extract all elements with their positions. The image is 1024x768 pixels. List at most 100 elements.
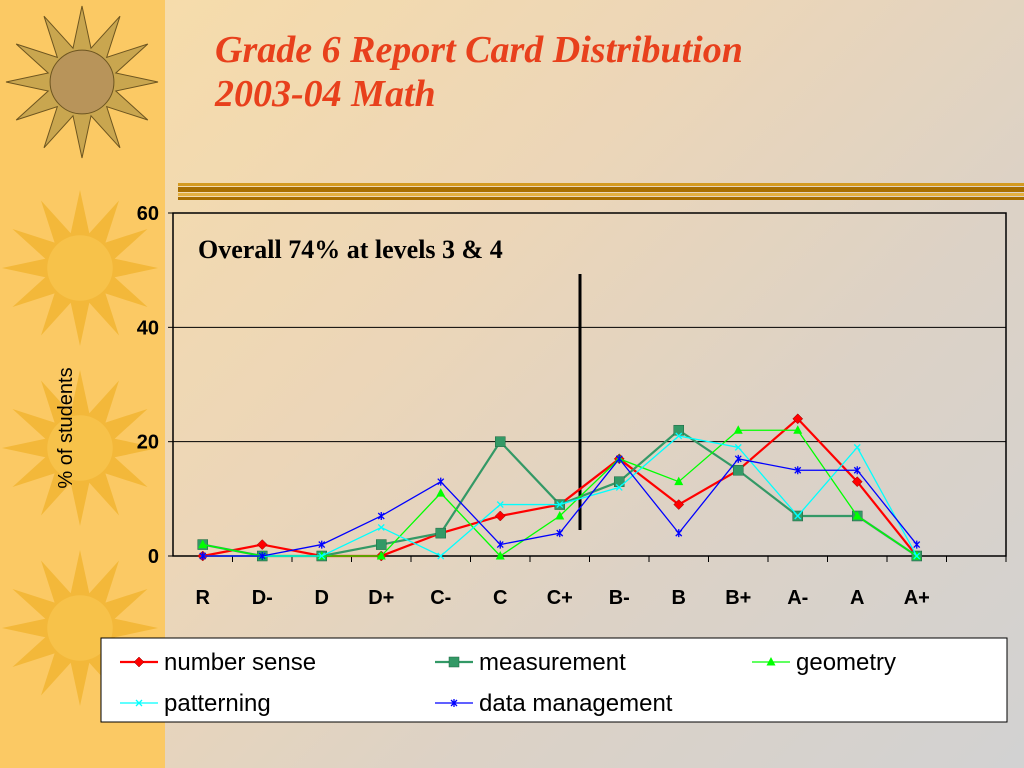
sun-center [49, 49, 115, 115]
data-point-measurement [673, 424, 684, 436]
data-point-data-management [437, 477, 445, 486]
data-point-data-management [556, 529, 564, 538]
x-tick-label: B+ [725, 587, 751, 609]
data-point-data-management [199, 552, 207, 560]
title-line-1: Grade 6 Report Card Distribution [215, 29, 743, 71]
x-tick-label: A- [787, 587, 808, 609]
data-point-geometry [555, 510, 565, 520]
x-tick-label: D+ [368, 587, 394, 609]
data-point-data-management [913, 540, 921, 549]
data-point-geometry [674, 476, 684, 486]
data-point-measurement [376, 539, 387, 550]
data-point-geometry [376, 551, 386, 560]
gridlines [173, 326, 1006, 443]
legend-marker [766, 657, 776, 666]
x-tick-label: C+ [547, 587, 573, 609]
x-tick-label: D [315, 587, 329, 609]
sun-icon [2, 370, 158, 526]
series-patterning [199, 432, 921, 560]
y-tick-label: 60 [137, 203, 159, 225]
data-point-patterning [794, 512, 802, 520]
series-measurement [197, 424, 922, 562]
series-data-management [199, 454, 921, 560]
legend-marker [450, 699, 458, 707]
data-point-data-management [318, 540, 326, 549]
slide-title: Grade 6 Report Card Distribution 2003-04… [215, 28, 743, 116]
x-tick-label: A+ [904, 587, 930, 609]
series-number-sense [197, 413, 923, 562]
y-tick-label: 0 [148, 546, 159, 568]
y-tick-label: 40 [137, 317, 159, 339]
sun-face-icon [5, 5, 159, 159]
x-axis-ticks: R D- D D+ C- C C+ B- B B+ A- A A+ [196, 556, 1007, 609]
series-lines [197, 413, 923, 562]
legend-item-measurement: measurement [435, 649, 626, 676]
data-point-number-sense [851, 476, 863, 488]
data-point-data-management [377, 511, 385, 520]
data-point-data-management [794, 466, 802, 475]
data-point-measurement [495, 436, 506, 447]
data-point-data-management [853, 466, 861, 475]
data-point-geometry [793, 425, 803, 434]
data-point-data-management [734, 454, 742, 463]
sun-center [47, 235, 113, 301]
legend-box [100, 637, 1008, 723]
x-tick-label: C [493, 587, 507, 609]
data-point-data-management [496, 540, 504, 549]
data-point-patterning [853, 443, 861, 451]
data-point-geometry [436, 488, 446, 497]
x-tick-label: B- [609, 587, 630, 609]
data-point-geometry [495, 551, 505, 560]
series-geometry [198, 425, 922, 560]
legend: number sense measurement geometry patternin… [120, 649, 896, 717]
data-point-measurement [733, 465, 744, 476]
y-axis-label: % of students [55, 367, 77, 488]
x-tick-label: C- [430, 587, 451, 609]
legend-item-patterning: patterning [120, 690, 271, 717]
data-point-number-sense [494, 510, 506, 522]
x-tick-label: D- [252, 587, 273, 609]
data-point-patterning [675, 432, 683, 440]
legend-item-number-sense: number sense [120, 649, 316, 676]
data-point-patterning [496, 501, 504, 509]
legend-label: data management [479, 690, 673, 717]
x-tick-label: R [196, 587, 211, 609]
data-point-patterning [437, 552, 445, 560]
data-point-patterning [318, 552, 326, 560]
x-tick-label: A [850, 587, 864, 609]
legend-marker [448, 656, 460, 668]
title-divider [178, 183, 1024, 200]
sun-center [47, 595, 113, 661]
data-point-patterning [377, 523, 385, 531]
legend-marker [135, 699, 143, 707]
legend-item-geometry: geometry [752, 649, 896, 676]
data-point-geometry [733, 425, 743, 434]
data-point-data-management [615, 454, 623, 463]
data-point-data-management [258, 552, 266, 560]
data-point-geometry [852, 510, 862, 520]
series-line-patterning [202, 435, 918, 557]
legend-label: measurement [479, 649, 626, 676]
sun-icon [2, 190, 158, 346]
data-point-data-management [675, 529, 683, 538]
series-line-measurement [202, 428, 918, 558]
legend-label: patterning [164, 690, 271, 717]
y-axis-ticks: 0 20 40 60 [137, 203, 173, 568]
data-point-measurement [435, 527, 446, 539]
legend-label: number sense [164, 649, 316, 676]
sun-icon [2, 550, 158, 706]
data-point-number-sense [792, 413, 804, 425]
chart-annotation: Overall 74% at levels 3 & 4 [198, 235, 503, 264]
legend-item-data-management: data management [435, 690, 673, 717]
plot-area [172, 212, 1007, 557]
data-point-patterning [913, 552, 921, 560]
data-point-number-sense [256, 539, 268, 550]
data-point-patterning [615, 483, 623, 491]
series-line-geometry [202, 429, 918, 557]
y-tick-label: 20 [137, 432, 159, 454]
legend-label: geometry [796, 649, 896, 676]
data-point-patterning [556, 501, 564, 509]
sun-center [47, 415, 113, 481]
x-tick-label: B [672, 587, 686, 609]
